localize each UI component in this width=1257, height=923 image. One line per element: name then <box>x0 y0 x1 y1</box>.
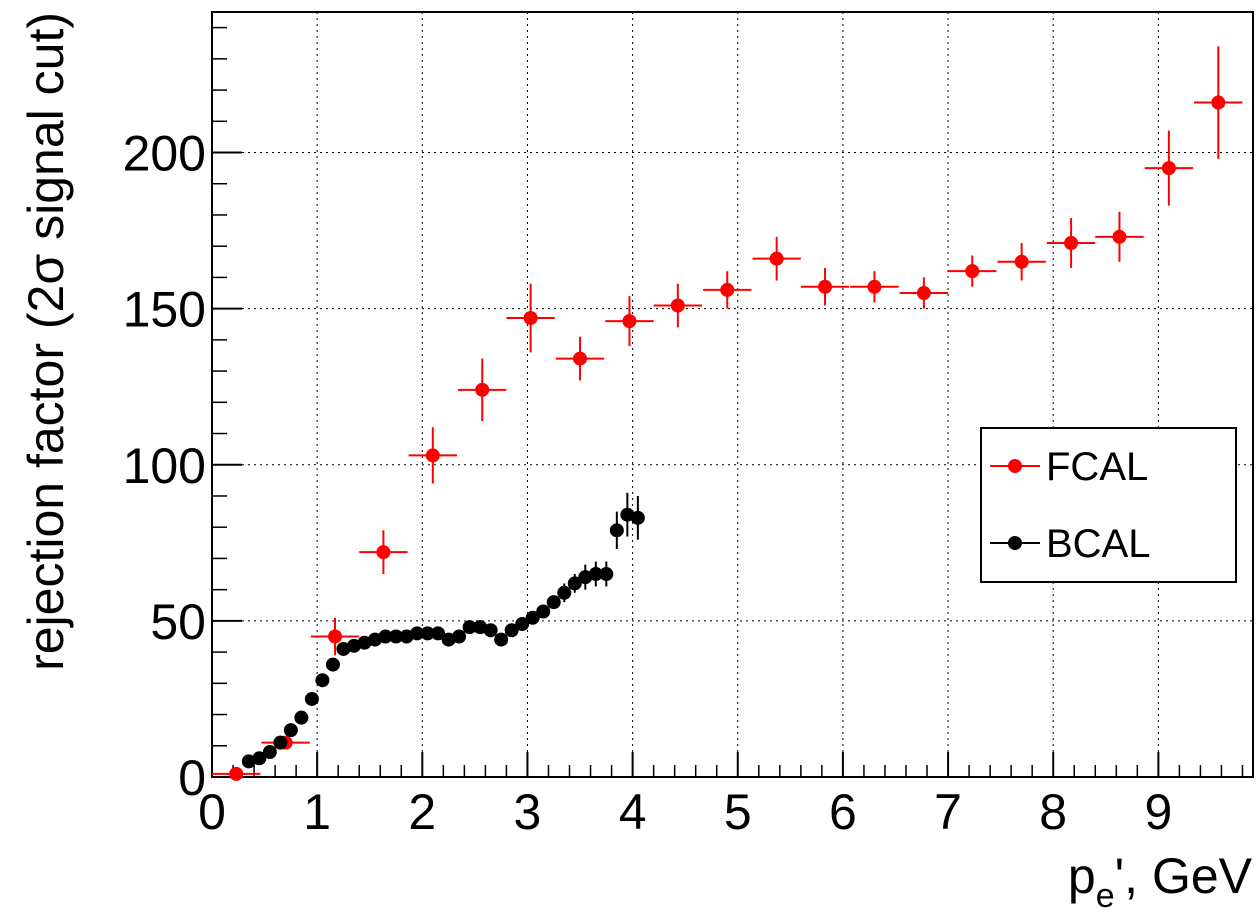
bcal-point <box>283 723 298 738</box>
bcal-point <box>241 754 256 769</box>
fcal-point <box>229 766 244 781</box>
bcal-point <box>483 623 498 638</box>
fcal-point <box>965 264 980 279</box>
y-tick-label: 0 <box>178 750 206 806</box>
bcal-point <box>536 604 551 619</box>
bcal-point <box>567 576 582 591</box>
x-tick-label: 1 <box>303 784 331 840</box>
legend-box <box>980 427 1237 583</box>
bcal-point <box>325 657 340 672</box>
bcal-point <box>578 570 593 585</box>
fcal-point <box>376 545 391 560</box>
legend-bcal-marker <box>1008 536 1022 550</box>
y-axis-title: rejection factor (2σ signal cut) <box>18 12 74 671</box>
fcal-point <box>1211 95 1226 110</box>
y-tick-label: 150 <box>123 282 206 338</box>
fcal-point <box>1112 229 1127 244</box>
bcal-point <box>420 626 435 641</box>
bcal-point <box>515 617 530 631</box>
bcal-point <box>336 641 351 656</box>
fcal-point <box>1161 161 1176 176</box>
bcal-point <box>304 691 319 706</box>
fcal-point <box>523 311 538 325</box>
bcal-point <box>630 510 645 525</box>
x-tick-label: 8 <box>1039 784 1067 840</box>
fcal-point <box>328 629 343 644</box>
fcal-point <box>867 279 882 294</box>
x-tick-label: 6 <box>829 784 857 840</box>
bcal-point <box>273 735 288 750</box>
y-tick-label: 50 <box>150 594 206 650</box>
bcal-point <box>346 638 361 653</box>
fcal-point <box>475 382 490 397</box>
x-tick-label: 2 <box>408 784 436 840</box>
fcal-point <box>1064 236 1079 251</box>
bcal-point <box>620 507 635 522</box>
bcal-point <box>441 632 456 647</box>
fcal-point <box>720 282 735 297</box>
bcal-point <box>399 629 414 644</box>
legend-fcal-label: FCAL <box>1046 445 1148 489</box>
fcal-point <box>818 279 833 294</box>
axis-ticks: 0 1 2 3 4 5 6 7 8 9 0 50 100 150 200 <box>123 26 1244 840</box>
bcal-point <box>294 710 309 725</box>
bcal-point <box>504 623 519 638</box>
bcal-point <box>462 620 477 635</box>
bcal-point <box>588 567 603 582</box>
bcal-point <box>599 567 614 582</box>
fcal-point <box>916 286 931 301</box>
bcal-point <box>431 626 446 641</box>
x-tick-label: 3 <box>514 784 542 840</box>
bcal-point <box>525 610 540 625</box>
legend-bcal-label: BCAL <box>1046 522 1151 566</box>
bcal-point <box>389 629 404 644</box>
bcal-point <box>410 626 425 641</box>
bcal-point <box>494 632 509 647</box>
y-tick-label: 100 <box>123 438 206 494</box>
bcal-point <box>452 629 467 644</box>
fcal-point <box>670 298 685 313</box>
x-axis-title-main: p <box>1068 848 1096 904</box>
legend-fcal-marker <box>1008 459 1022 473</box>
bcal-point <box>262 745 277 760</box>
bcal-point <box>546 595 561 610</box>
bcal-point <box>609 523 624 538</box>
fcal-point <box>622 314 637 329</box>
bcal-point <box>357 635 372 650</box>
grid <box>212 12 1253 777</box>
bcal-point <box>378 629 393 644</box>
bcal-point <box>315 673 330 688</box>
bcal-point <box>473 620 488 635</box>
data-points <box>212 46 1243 781</box>
fcal-point <box>769 251 784 266</box>
legend: FCAL BCAL <box>980 427 1237 583</box>
x-tick-label: 5 <box>724 784 752 840</box>
x-tick-label: 4 <box>619 784 647 840</box>
fcal-point <box>1014 254 1029 269</box>
y-tick-label: 200 <box>123 126 206 182</box>
bcal-point <box>252 751 267 766</box>
x-axis-title-sub: e <box>1096 877 1115 915</box>
plot-frame <box>211 11 1254 778</box>
x-axis-title: pe', GeV <box>1068 848 1253 915</box>
x-tick-label: 9 <box>1144 784 1172 840</box>
x-tick-label: 7 <box>934 784 962 840</box>
x-tick-label: 0 <box>198 784 226 840</box>
fcal-point <box>573 351 588 366</box>
x-axis-title-rest: ', GeV <box>1115 848 1253 904</box>
bcal-point <box>557 585 572 600</box>
fcal-point <box>425 448 440 463</box>
bcal-point <box>367 632 382 647</box>
